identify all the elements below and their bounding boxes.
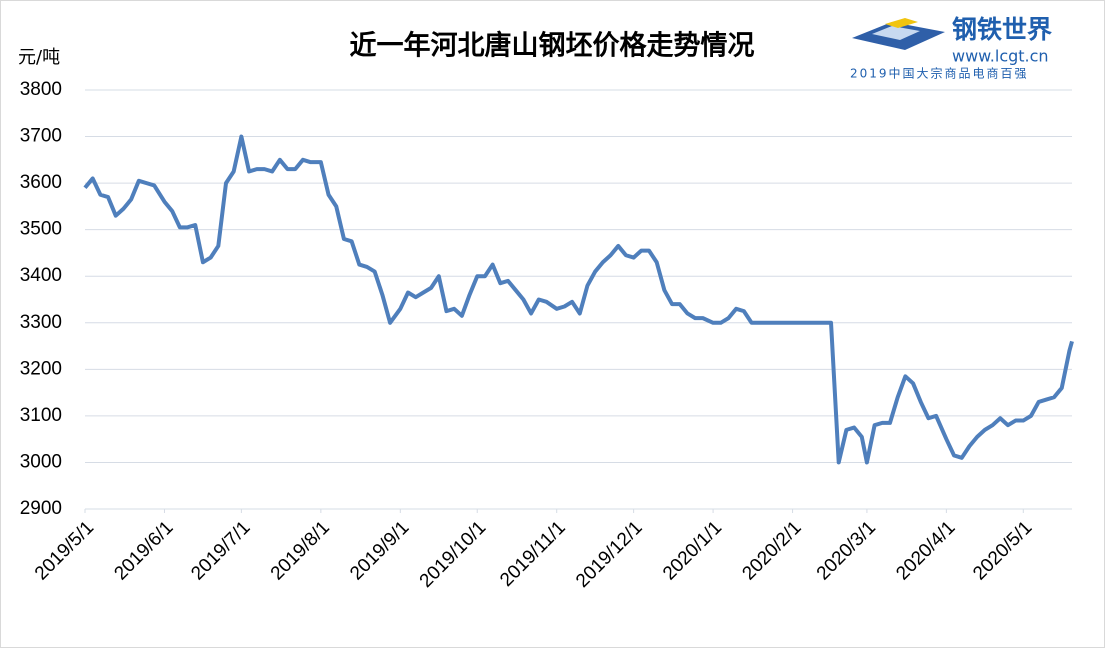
y-tick-label: 3300: [20, 312, 62, 333]
y-tick-label: 3200: [20, 358, 62, 379]
y-tick-label: 2900: [20, 498, 62, 519]
price-line: [83, 134, 1074, 465]
logo-name: 钢铁世界: [952, 15, 1052, 44]
y-tick-label: 3600: [20, 172, 62, 193]
logo-icon: [872, 26, 920, 40]
logo-url: www.lcgt.cn: [952, 47, 1049, 66]
chart-title: 近一年河北唐山钢坯价格走势情况: [350, 30, 755, 62]
logo-icon: [885, 18, 918, 28]
y-axis-label: 元/吨: [18, 47, 60, 68]
y-tick-label: 3700: [20, 126, 62, 147]
logo-slogan: 2019中国大宗商品电商百强: [850, 66, 1029, 81]
y-tick-label: 3400: [20, 265, 62, 286]
y-tick-label: 3000: [20, 451, 62, 472]
y-tick-label: 3100: [20, 405, 62, 426]
y-tick-label: 3500: [20, 219, 62, 240]
y-tick-label: 3800: [20, 79, 62, 100]
logo: 钢铁世界 www.lcgt.cn 2019中国大宗商品电商百强: [850, 15, 1052, 81]
